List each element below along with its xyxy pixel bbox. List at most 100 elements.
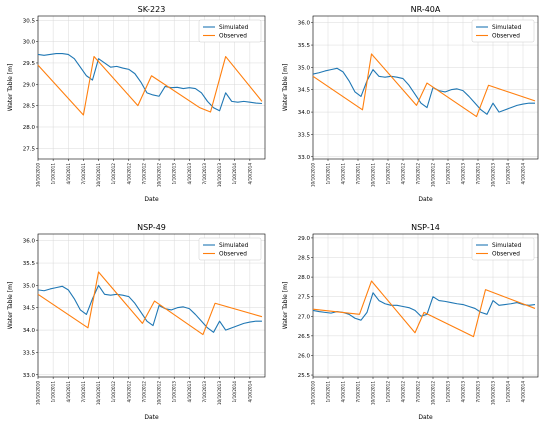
x-tick-label: 4/10/2013 bbox=[187, 381, 192, 403]
y-tick-label: 26.0 bbox=[298, 353, 311, 359]
x-tick-label: 7/10/2011 bbox=[356, 163, 361, 185]
legend: Simulated Observed bbox=[198, 19, 262, 43]
subplot-1: 27.5 28.0 28.5 29.0 29.5 30.0 30.5 10/10/2010 1/… bbox=[7, 5, 266, 203]
x-tick-label: 1/10/2014 bbox=[232, 163, 237, 185]
y-tick-label: 33.0 bbox=[23, 373, 36, 379]
legend-label: Simulated bbox=[219, 25, 249, 31]
y-tick-label: 35.0 bbox=[23, 283, 36, 289]
x-tick-label: 4/10/2014 bbox=[521, 163, 526, 185]
y-axis-label: Water Table [m] bbox=[282, 64, 289, 112]
y-tick-label: 34.5 bbox=[298, 88, 311, 94]
series-line-simulated bbox=[37, 284, 262, 333]
plot-frame bbox=[37, 15, 266, 160]
series-line-simulated bbox=[37, 53, 263, 112]
x-tick-label: 10/10/2013 bbox=[491, 163, 496, 187]
x-tick-label: 4/10/2012 bbox=[126, 381, 131, 403]
x-tick-label: 1/10/2012 bbox=[386, 381, 391, 403]
chart-title: NSP-14 bbox=[411, 223, 440, 232]
x-tick-label: 7/10/2013 bbox=[476, 381, 481, 403]
x-tick-label: 1/10/2012 bbox=[111, 163, 116, 185]
plot-frame bbox=[37, 233, 266, 378]
y-tick-label: 35.0 bbox=[298, 65, 311, 71]
x-tick-label: 4/10/2011 bbox=[341, 381, 346, 403]
x-tick-label: 10/10/2012 bbox=[157, 163, 162, 187]
series-line-observed bbox=[312, 280, 536, 338]
x-tick-label: 1/10/2013 bbox=[172, 381, 177, 403]
legend-label: Observed bbox=[219, 34, 247, 40]
x-tick-label: 4/10/2011 bbox=[66, 163, 71, 185]
chart-title: NR-40A bbox=[411, 5, 441, 14]
legend: Simulated Observed bbox=[471, 19, 535, 43]
x-tick-label: 10/10/2010 bbox=[36, 163, 41, 187]
x-tick-label: 1/10/2012 bbox=[386, 163, 391, 185]
y-tick-label: 28.0 bbox=[298, 275, 311, 281]
x-tick-label: 1/10/2011 bbox=[326, 163, 331, 185]
x-tick-label: 10/10/2010 bbox=[36, 381, 41, 405]
x-tick-label: 7/10/2013 bbox=[202, 381, 207, 403]
x-axis-label: Date bbox=[144, 414, 159, 421]
subplot-3: 33.0 33.5 34.0 34.5 35.0 35.5 36.0 10/10/2010 1/… bbox=[7, 223, 266, 421]
y-tick-label: 34.5 bbox=[23, 306, 36, 312]
x-tick-label: 7/10/2013 bbox=[202, 163, 207, 185]
x-tick-label: 10/10/2011 bbox=[96, 381, 101, 405]
y-tick-label: 33.0 bbox=[298, 155, 311, 161]
y-tick-label: 26.5 bbox=[298, 334, 311, 340]
x-tick-label: 4/10/2012 bbox=[126, 163, 131, 185]
x-tick-label: 4/10/2013 bbox=[187, 163, 192, 185]
x-tick-label: 7/10/2012 bbox=[416, 163, 421, 185]
x-tick-label: 10/10/2013 bbox=[217, 381, 222, 405]
x-tick-label: 1/10/2013 bbox=[172, 163, 177, 185]
x-tick-label: 7/10/2011 bbox=[81, 381, 86, 403]
x-tick-label: 1/10/2011 bbox=[51, 163, 56, 185]
plot-frame bbox=[312, 15, 539, 160]
x-tick-label: 10/10/2011 bbox=[371, 163, 376, 187]
x-tick-label: 7/10/2011 bbox=[81, 163, 86, 185]
y-axis-label: Water Table [m] bbox=[282, 282, 289, 330]
y-tick-label: 35.5 bbox=[23, 261, 36, 267]
x-tick-label: 1/10/2013 bbox=[446, 381, 451, 403]
legend-label: Simulated bbox=[219, 243, 249, 249]
y-tick-label: 29.5 bbox=[23, 61, 36, 67]
y-tick-label: 34.0 bbox=[298, 110, 311, 116]
x-tick-label: 1/10/2012 bbox=[111, 381, 116, 403]
x-tick-label: 4/10/2011 bbox=[341, 163, 346, 185]
x-tick-label: 1/10/2014 bbox=[232, 381, 237, 403]
y-tick-label: 30.5 bbox=[23, 18, 36, 24]
y-tick-label: 36.0 bbox=[298, 21, 311, 27]
y-tick-label: 27.5 bbox=[23, 146, 36, 152]
x-tick-label: 1/10/2014 bbox=[506, 381, 511, 403]
legend-box bbox=[471, 19, 535, 43]
legend-label: Simulated bbox=[492, 25, 522, 31]
y-tick-label: 28.5 bbox=[298, 256, 311, 262]
y-axis-label: Water Table [m] bbox=[7, 64, 14, 112]
y-tick-label: 27.5 bbox=[298, 295, 311, 301]
y-axis-label: Water Table [m] bbox=[7, 282, 14, 330]
y-tick-label: 30.0 bbox=[23, 40, 36, 46]
y-tick-label: 33.5 bbox=[298, 132, 311, 138]
y-tick-label: 33.5 bbox=[23, 350, 36, 356]
x-tick-label: 10/10/2010 bbox=[311, 381, 316, 405]
legend-box bbox=[198, 19, 262, 43]
x-axis-label: Date bbox=[418, 414, 433, 421]
x-tick-label: 10/10/2012 bbox=[157, 381, 162, 405]
x-tick-label: 1/10/2013 bbox=[446, 163, 451, 185]
x-tick-label: 10/10/2010 bbox=[311, 163, 316, 187]
legend-label: Observed bbox=[492, 252, 520, 258]
chart-title: SK-223 bbox=[138, 5, 166, 14]
subplot-4: 25.5 26.0 26.5 27.0 27.5 28.0 28.5 29.0 10/10/20… bbox=[282, 223, 539, 421]
x-tick-label: 1/10/2011 bbox=[326, 381, 331, 403]
x-tick-label: 7/10/2012 bbox=[141, 163, 146, 185]
legend: Simulated Observed bbox=[471, 237, 535, 261]
y-tick-label: 28.0 bbox=[23, 125, 36, 131]
y-tick-label: 34.0 bbox=[23, 328, 36, 334]
x-tick-label: 7/10/2012 bbox=[416, 381, 421, 403]
x-axis-label: Date bbox=[144, 196, 159, 203]
x-tick-label: 10/10/2013 bbox=[491, 381, 496, 405]
y-tick-label: 28.5 bbox=[23, 104, 36, 110]
x-tick-label: 10/10/2011 bbox=[96, 163, 101, 187]
x-tick-label: 4/10/2014 bbox=[247, 381, 252, 403]
x-tick-label: 1/10/2011 bbox=[51, 381, 56, 403]
plot-frame bbox=[312, 233, 539, 378]
